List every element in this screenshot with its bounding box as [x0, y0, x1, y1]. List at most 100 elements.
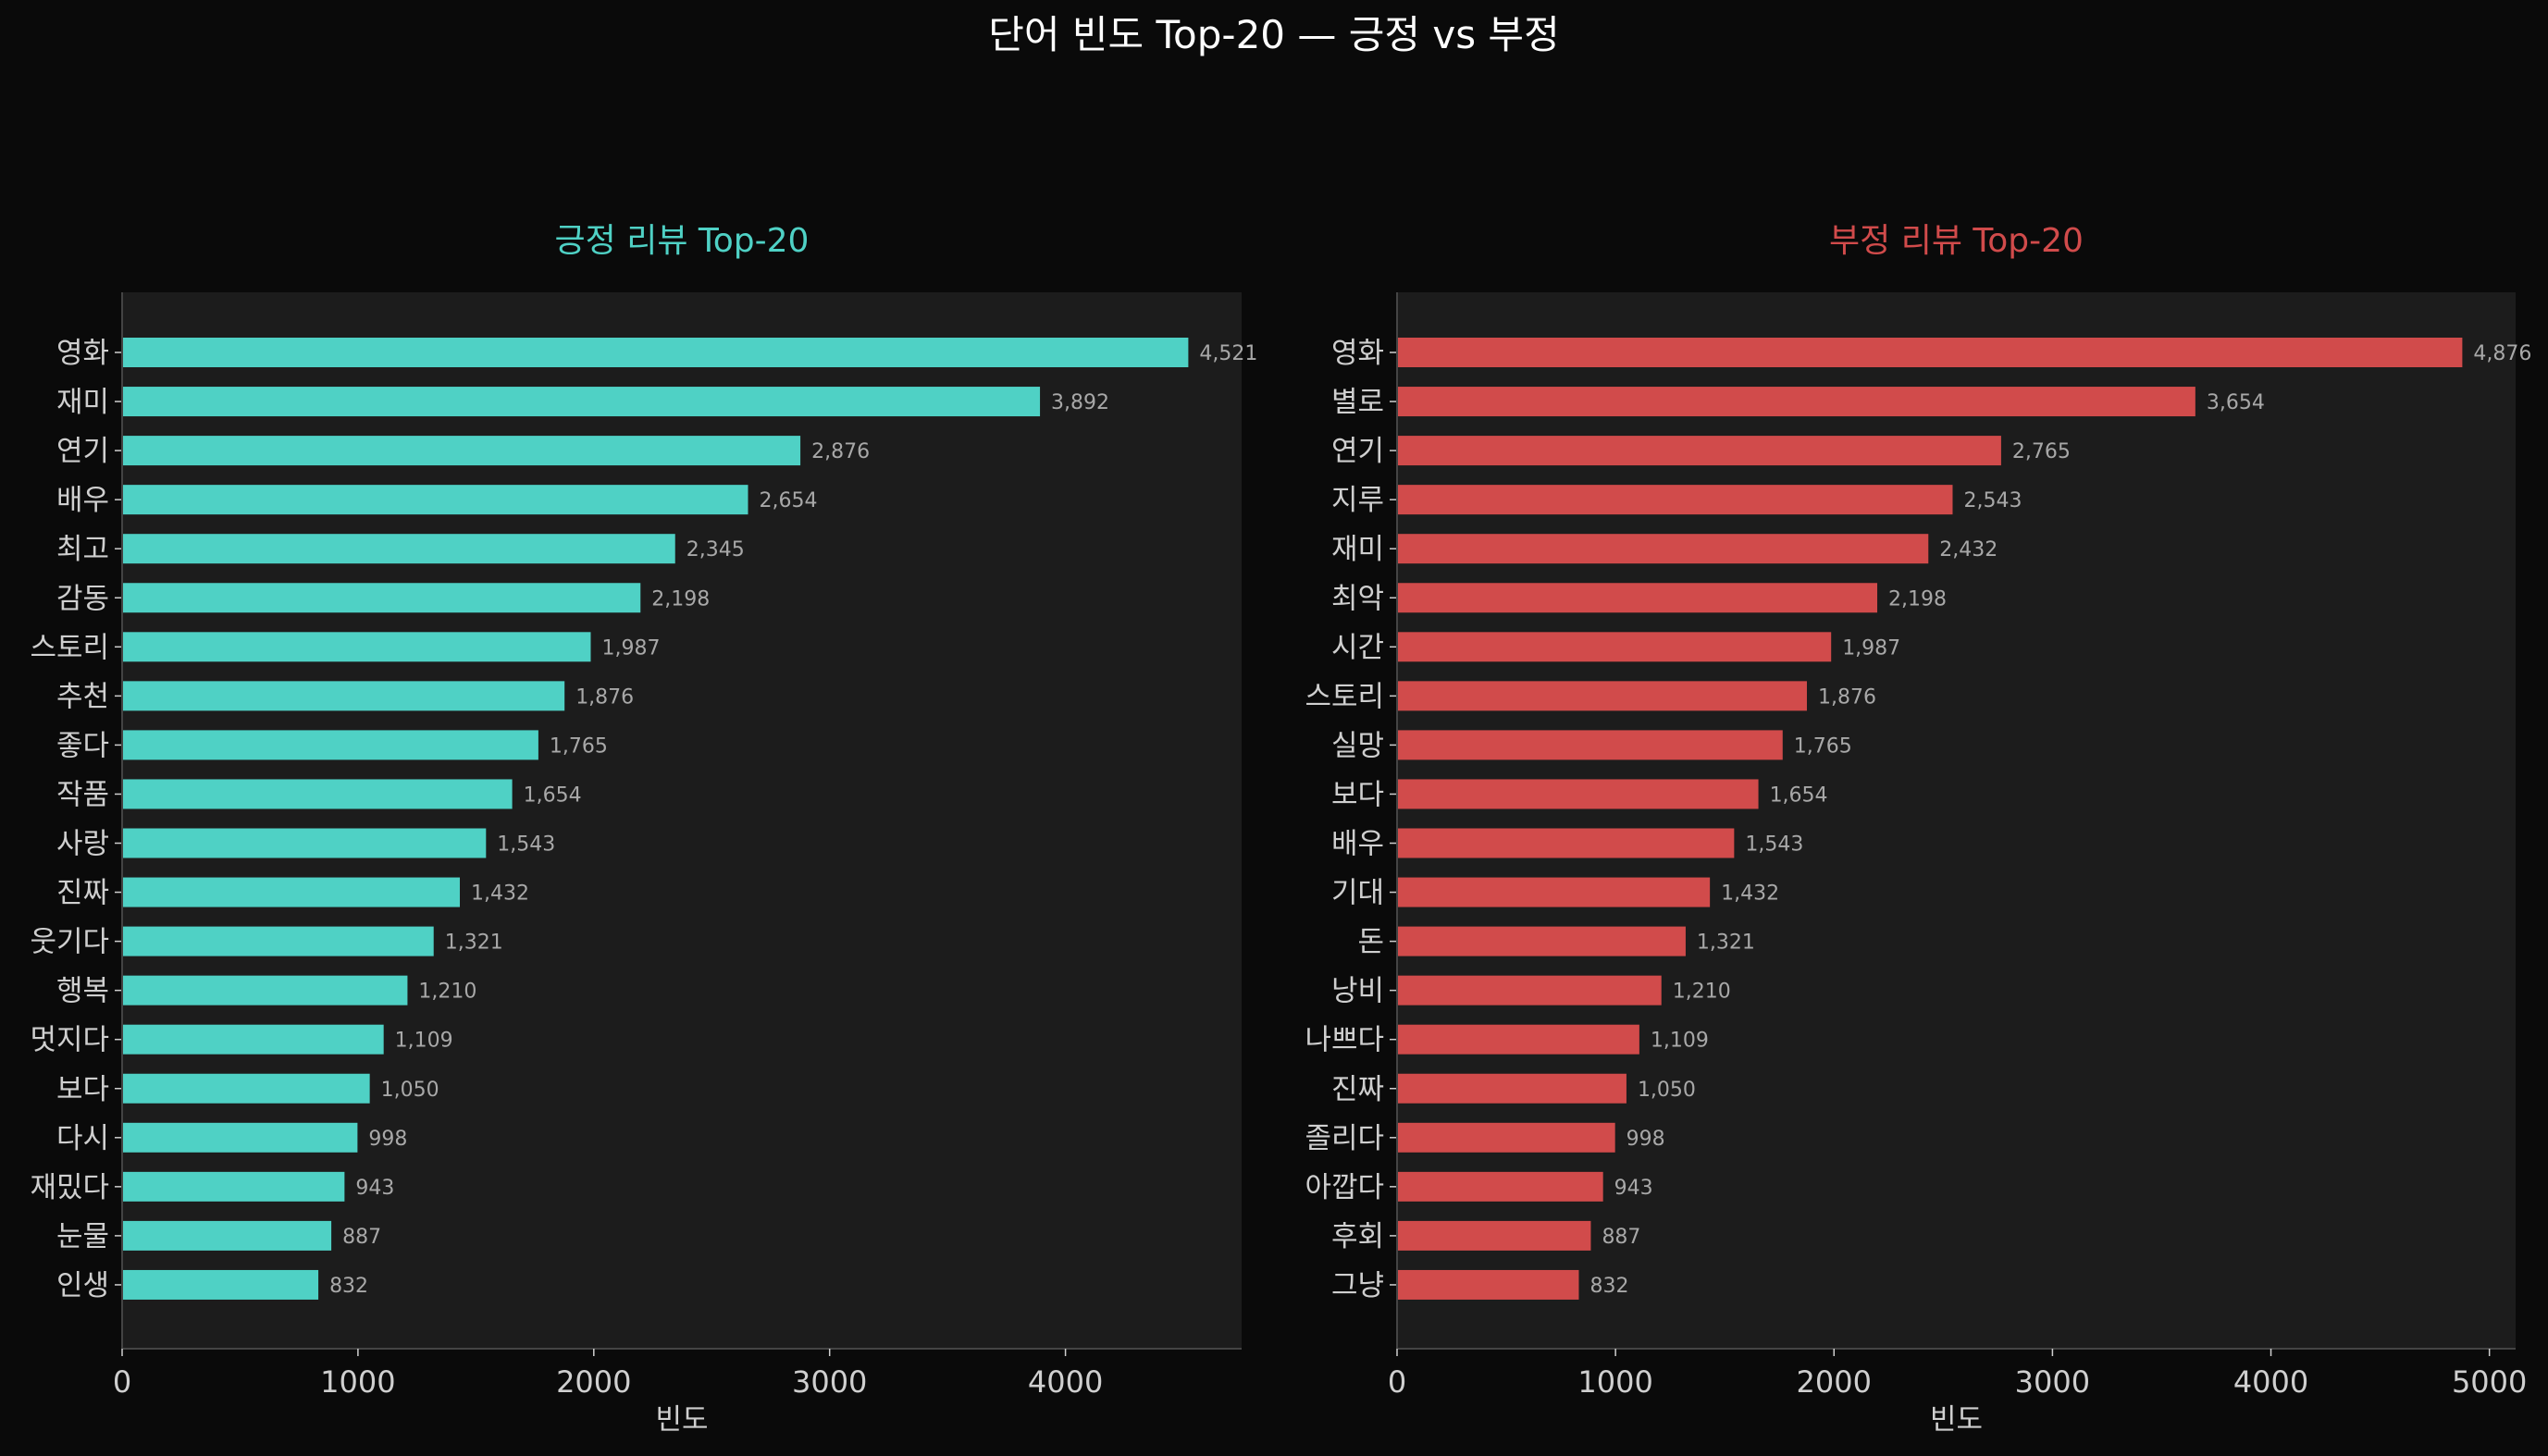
y-tick-label: 실망: [1331, 729, 1384, 762]
value-label: 943: [1614, 1177, 1653, 1200]
bar-최고: [122, 534, 675, 564]
bar-낭비: [1397, 975, 1662, 1006]
value-label: 2,345: [686, 538, 745, 561]
bar-나쁘다: [1397, 1024, 1639, 1055]
x-tick-label: 5000: [2452, 1364, 2527, 1400]
value-label: 3,654: [2207, 391, 2265, 414]
value-label: 2,432: [1939, 538, 1998, 561]
bar-진짜: [1397, 1073, 1627, 1104]
y-tick-label: 영화: [56, 337, 109, 370]
bar-눈물: [122, 1220, 332, 1251]
value-label: 2,876: [811, 440, 870, 463]
y-tick-label: 최고: [56, 533, 109, 566]
bar-최악: [1397, 583, 1878, 613]
value-label: 998: [368, 1128, 407, 1151]
y-tick-label: 졸리다: [1305, 1122, 1384, 1155]
x-axis-label: 빈도: [655, 1403, 708, 1437]
value-label: 1,432: [471, 882, 529, 906]
bar-웃기다: [122, 926, 434, 956]
bar-스토리: [122, 632, 591, 662]
value-label: 887: [342, 1226, 381, 1249]
y-tick-label: 아깝다: [1305, 1171, 1384, 1204]
y-tick-label: 최악: [1331, 582, 1384, 615]
bar-연기: [1397, 436, 2001, 466]
bar-재밌다: [122, 1171, 345, 1202]
bar-인생: [122, 1269, 319, 1300]
value-label: 998: [1627, 1128, 1665, 1151]
bar-영화: [122, 338, 1189, 367]
bar-좋다: [122, 730, 538, 760]
bar-진짜: [122, 877, 461, 907]
bar-그냥: [1397, 1269, 1579, 1300]
bar-배우: [1397, 828, 1735, 858]
value-label: 1,987: [1842, 636, 1900, 660]
y-tick-label: 나쁘다: [1305, 1024, 1384, 1057]
value-label: 887: [1602, 1226, 1640, 1249]
bar-추천: [122, 681, 565, 711]
y-tick-label: 멋지다: [30, 1024, 109, 1057]
y-tick-label: 영화: [1331, 337, 1384, 370]
negative-panel: 부정 리뷰 Top-20 영화 4,876 별로 3,654 연기 2,765 지루 2,543…: [1305, 222, 2531, 1437]
y-tick-label: 시간: [1331, 631, 1384, 664]
value-label: 1,321: [445, 932, 503, 955]
y-tick-label: 재미: [56, 386, 109, 419]
suptitle: 단어 빈도 Top-20 — 긍정 vs 부정: [988, 12, 1559, 57]
bar-아깝다: [1397, 1171, 1603, 1202]
value-label: 2,543: [1963, 489, 2022, 512]
bar-다시: [122, 1122, 358, 1153]
bar-후회: [1397, 1220, 1591, 1251]
y-tick-label: 배우: [56, 484, 109, 517]
value-label: 1,050: [381, 1079, 439, 1102]
value-label: 2,198: [651, 587, 710, 611]
value-label: 2,765: [2012, 440, 2071, 463]
bar-시간: [1397, 632, 1832, 662]
y-tick-label: 돈: [1357, 926, 1384, 959]
y-tick-label: 인생: [56, 1269, 109, 1302]
x-tick-label: 0: [113, 1364, 131, 1400]
bar-재미: [122, 387, 1041, 417]
x-tick-label: 3000: [792, 1364, 867, 1400]
x-tick-label: 1000: [320, 1364, 395, 1400]
bar-보다: [122, 1073, 370, 1104]
value-label: 2,654: [759, 489, 817, 512]
value-label: 4,876: [2473, 342, 2531, 365]
value-label: 832: [1589, 1275, 1628, 1298]
bar-행복: [122, 975, 408, 1006]
y-tick-label: 작품: [56, 778, 109, 811]
value-label: 3,892: [1051, 391, 1109, 414]
y-tick-label: 눈물: [56, 1220, 109, 1253]
bar-실망: [1397, 730, 1783, 760]
bar-멋지다: [122, 1024, 384, 1055]
bar-기대: [1397, 877, 1711, 907]
value-label: 2,198: [1888, 587, 1947, 611]
bar-사랑: [122, 828, 487, 858]
bar-스토리: [1397, 681, 1807, 711]
value-label: 1,109: [395, 1030, 453, 1053]
bar-연기: [122, 436, 801, 466]
y-tick-label: 보다: [1331, 778, 1384, 811]
y-tick-label: 사랑: [56, 828, 109, 861]
bar-별로: [1397, 387, 2195, 417]
x-tick-label: 2000: [1797, 1364, 1872, 1400]
y-tick-label: 재밌다: [30, 1171, 109, 1204]
value-label: 943: [355, 1177, 394, 1200]
y-tick-label: 기대: [1331, 877, 1384, 910]
x-tick-label: 3000: [2015, 1364, 2090, 1400]
y-tick-label: 스토리: [30, 631, 109, 664]
value-label: 1,432: [1721, 882, 1779, 906]
y-tick-label: 감동: [56, 582, 109, 615]
y-tick-label: 보다: [56, 1073, 109, 1106]
y-tick-label: 재미: [1331, 533, 1384, 566]
y-tick-label: 스토리: [1305, 680, 1384, 713]
x-axis-label: 빈도: [1930, 1403, 1983, 1437]
y-tick-label: 지루: [1331, 484, 1384, 517]
value-label: 1,987: [601, 636, 660, 660]
bar-영화: [1397, 338, 2463, 367]
bar-감동: [122, 583, 641, 613]
value-label: 1,050: [1638, 1079, 1696, 1102]
value-label: 1,543: [497, 833, 555, 857]
y-tick-label: 진짜: [1331, 1073, 1384, 1106]
y-tick-label: 행복: [56, 975, 109, 1008]
y-tick-label: 연기: [1331, 435, 1384, 468]
